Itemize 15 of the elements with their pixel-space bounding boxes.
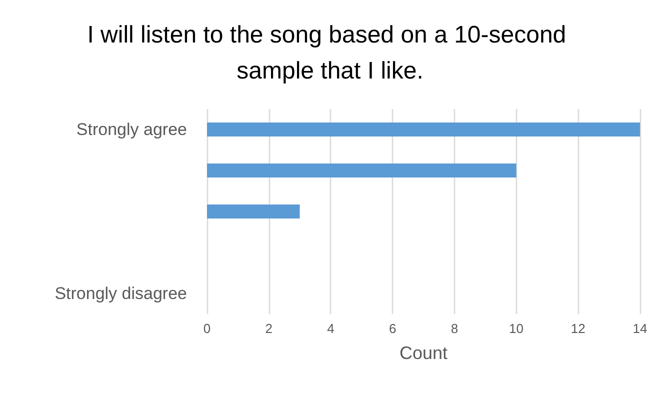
- bar: [207, 122, 640, 136]
- y-tick-label: Strongly agree: [76, 120, 187, 139]
- y-tick-label: Strongly disagree: [54, 284, 187, 303]
- x-tick-label: 14: [632, 321, 648, 336]
- x-tick-label: 8: [450, 321, 458, 336]
- x-tick-label: 6: [388, 321, 396, 336]
- bar: [207, 164, 516, 178]
- x-tick-label: 4: [327, 321, 334, 336]
- bar: [207, 204, 300, 218]
- x-tick-label: 2: [265, 321, 272, 336]
- x-tick-label: 0: [203, 321, 211, 336]
- x-axis-title: Count: [399, 343, 448, 363]
- x-tick-label: 12: [570, 321, 586, 336]
- x-tick-label: 10: [509, 321, 524, 336]
- chart-title: I will listen to the song based on a 10-second sample that I like.: [87, 22, 573, 84]
